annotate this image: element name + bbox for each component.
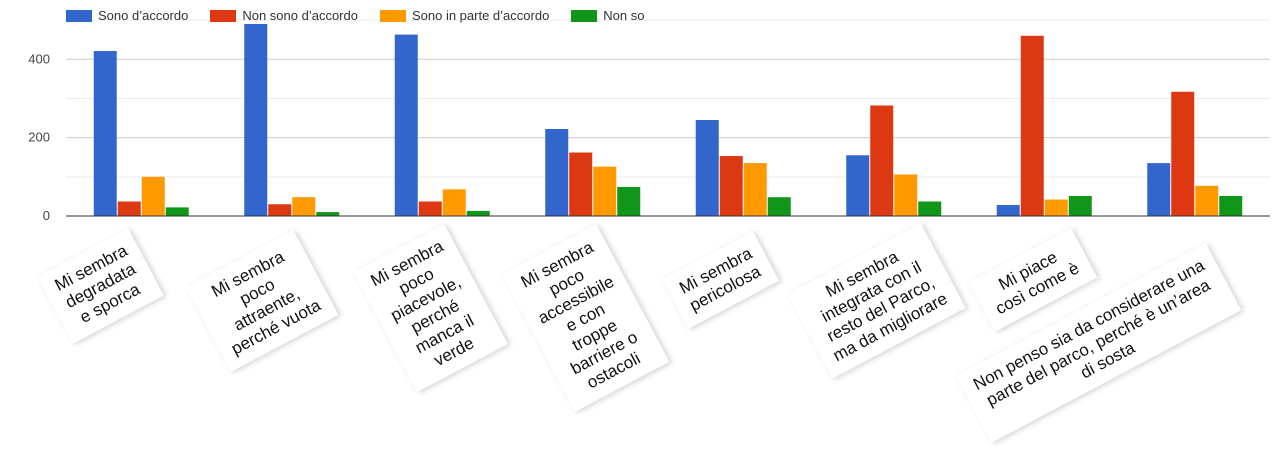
bar xyxy=(617,187,641,216)
bar xyxy=(918,201,942,216)
legend-label: Sono d’accordo xyxy=(98,8,189,23)
bar xyxy=(569,152,593,216)
legend-swatch xyxy=(210,9,237,22)
legend-label: Sono in parte d’accordo xyxy=(411,8,550,23)
bar xyxy=(141,176,165,216)
bar xyxy=(1171,91,1195,216)
bar xyxy=(93,51,117,216)
bar xyxy=(894,174,918,216)
legend-label: Non so xyxy=(603,8,645,23)
legend-label: Non sono d’accordo xyxy=(242,8,358,23)
legend-item: Non so xyxy=(571,8,645,23)
bar xyxy=(1147,163,1171,216)
legend-item: Sono in parte d’accordo xyxy=(379,8,550,23)
legend-swatch xyxy=(66,9,92,22)
bar xyxy=(292,197,316,216)
legend-swatch xyxy=(571,9,598,22)
bar xyxy=(1020,35,1044,217)
bar xyxy=(870,105,894,216)
legend-item: Non sono d’accordo xyxy=(210,8,358,23)
y-tick-label: 400 xyxy=(28,51,50,66)
bar xyxy=(996,205,1020,216)
bar xyxy=(1068,196,1092,216)
bar xyxy=(767,197,791,216)
y-tick-label: 0 xyxy=(43,208,50,223)
bar xyxy=(1195,185,1219,216)
bar xyxy=(165,207,189,216)
legend-swatch xyxy=(379,9,406,22)
bar xyxy=(719,156,743,216)
bar xyxy=(545,129,569,216)
bar xyxy=(1219,196,1243,216)
bar xyxy=(846,155,870,216)
bar xyxy=(466,210,490,216)
bar xyxy=(394,34,418,217)
bar xyxy=(1044,199,1068,216)
y-tick-label: 200 xyxy=(28,130,50,145)
legend-item: Sono d’accordo xyxy=(66,8,188,23)
bar xyxy=(743,163,767,216)
bar xyxy=(117,201,141,216)
bar xyxy=(442,189,466,216)
bar xyxy=(418,201,442,216)
bar xyxy=(316,212,340,216)
bar xyxy=(244,24,268,216)
bar xyxy=(695,120,719,216)
bar xyxy=(593,166,617,216)
bar xyxy=(268,204,292,216)
legend: Sono d’accordo Non sono d’accordo Sono in … xyxy=(66,8,667,23)
